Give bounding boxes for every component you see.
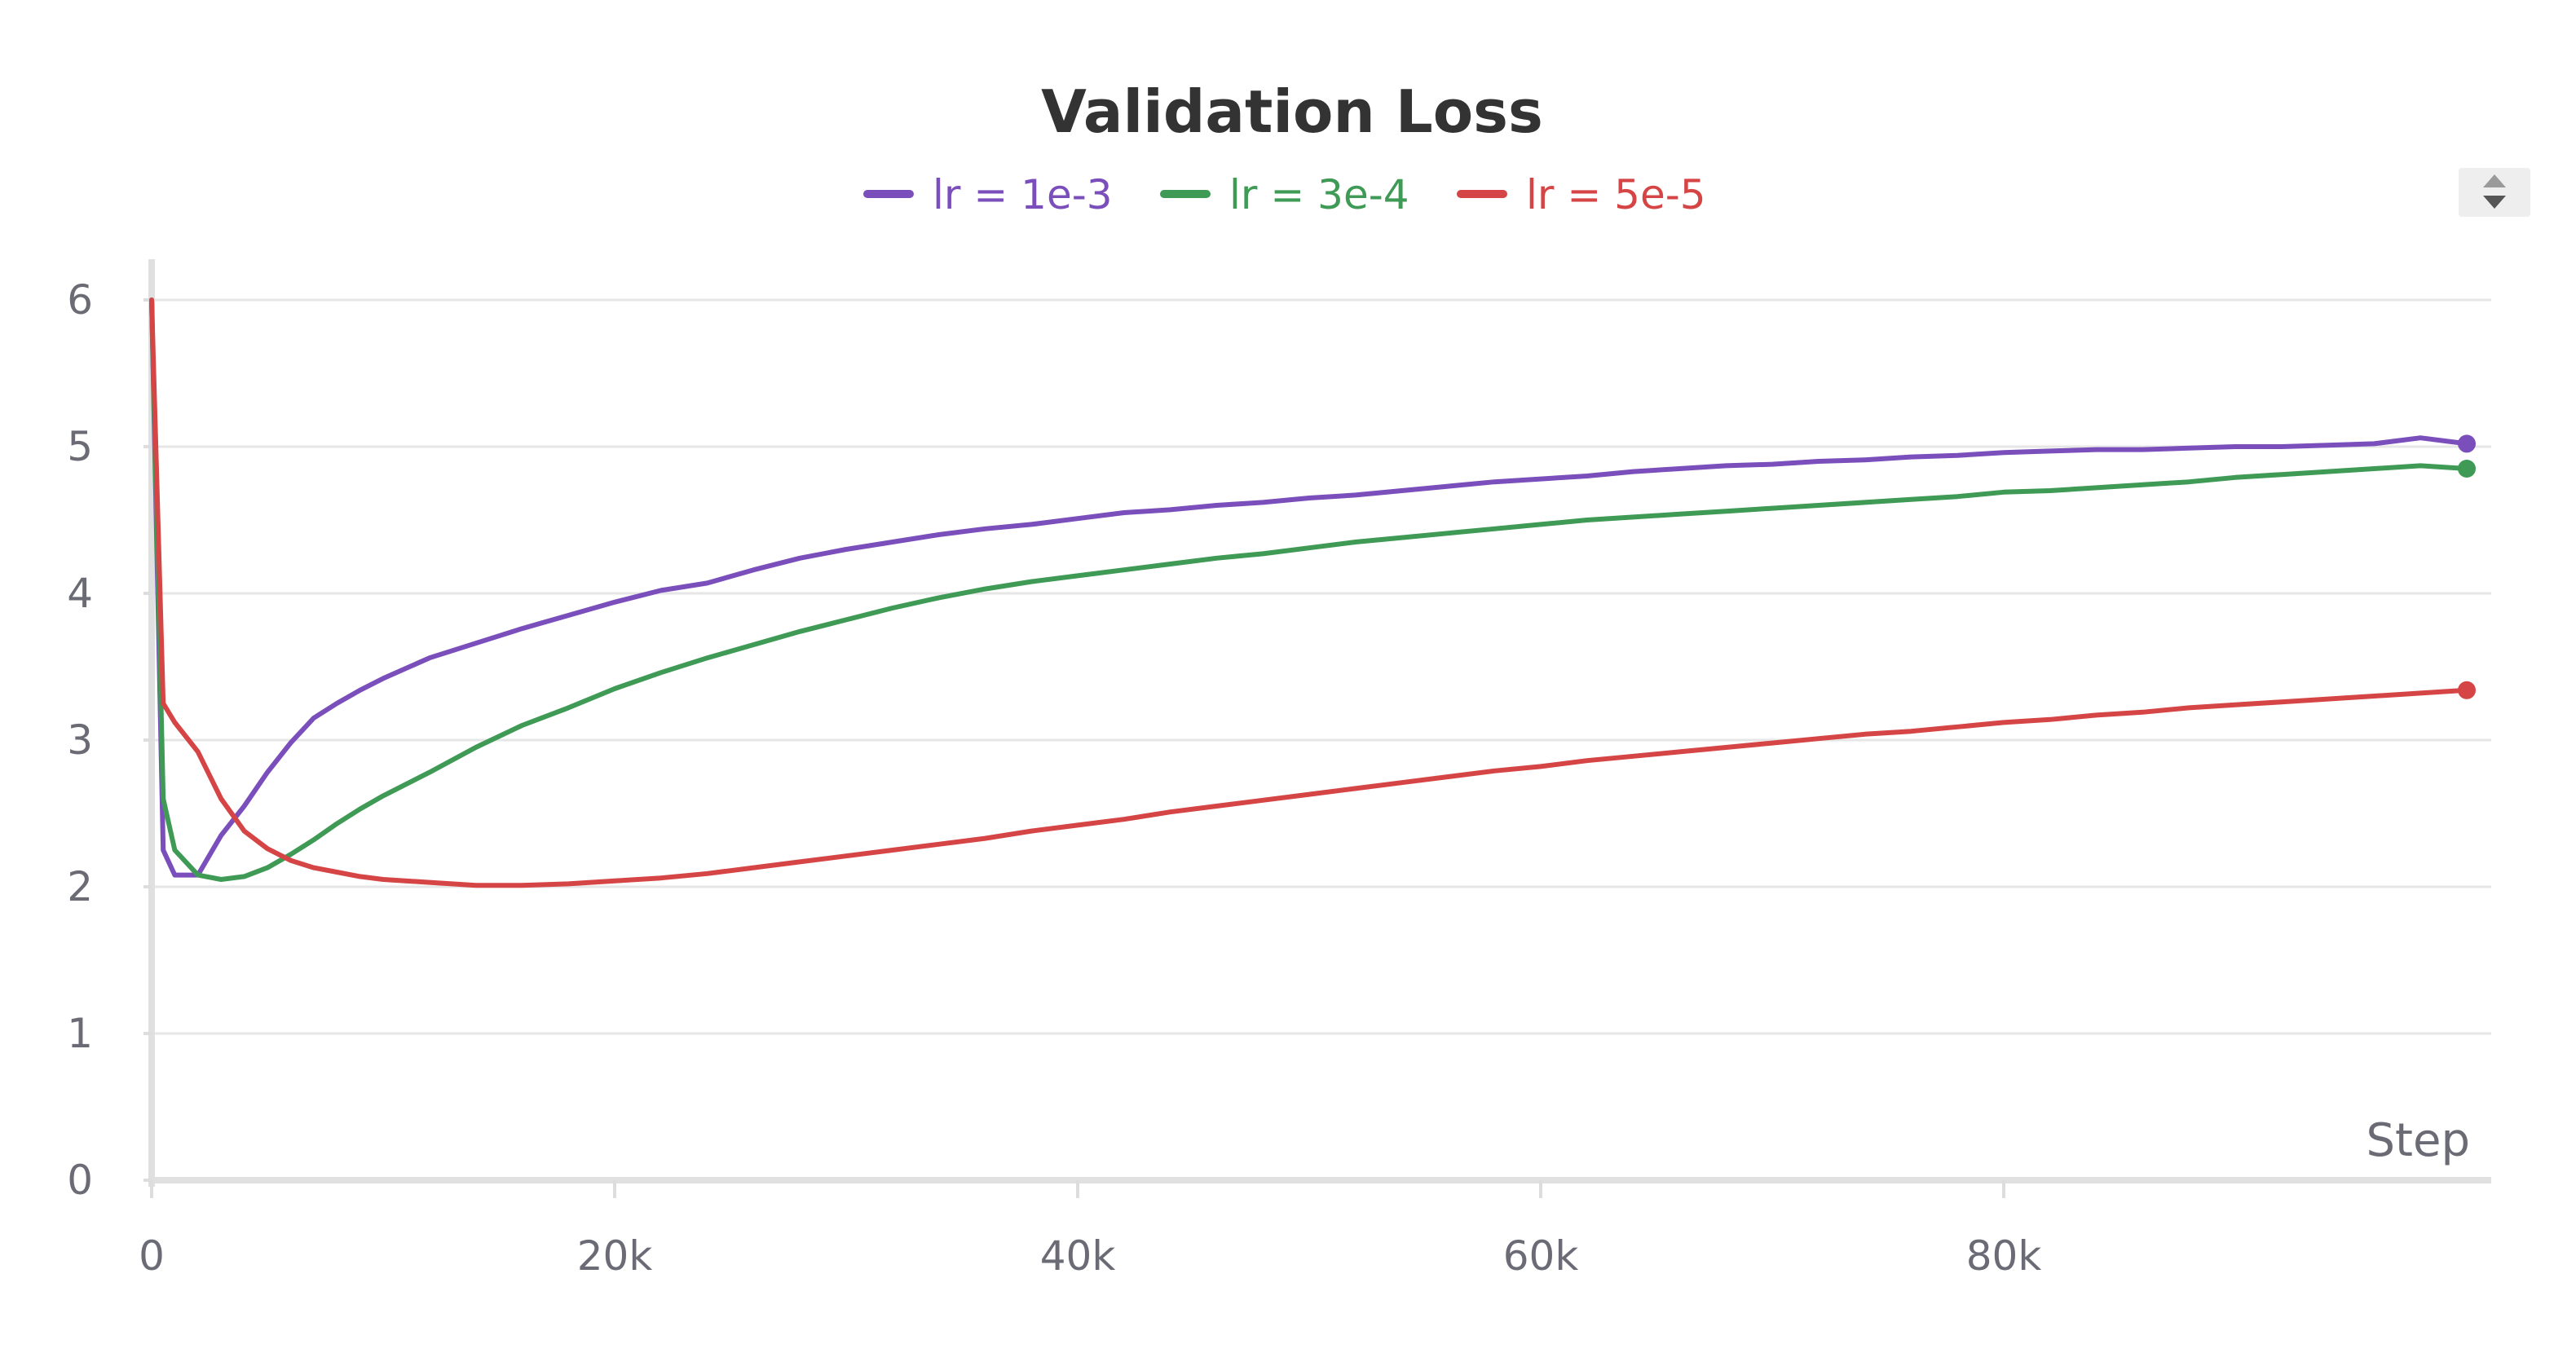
legend-item-1[interactable]: lr = 1e-3 [863, 171, 1113, 218]
y-tick-label-6: 6 [67, 276, 93, 324]
y-tick-label-3: 3 [67, 716, 93, 764]
legend-item-3[interactable]: lr = 5e-5 [1457, 171, 1706, 218]
chart-title: Validation Loss [1041, 77, 1543, 146]
series-line-2 [149, 297, 2469, 882]
legend-label-1: lr = 1e-3 [933, 171, 1113, 218]
up-down-arrows-icon [2483, 174, 2506, 209]
series-endpoint-1 [2458, 434, 2476, 453]
x-tick-label-20k: 20k [577, 1232, 653, 1280]
gridlines [152, 298, 2491, 1035]
y-tick-label-4: 4 [67, 570, 93, 617]
y-tick-label-0: 0 [67, 1157, 93, 1204]
x-tick-label-80k: 80k [1966, 1232, 2042, 1280]
legend[interactable]: lr = 1e-3 lr = 3e-4 lr = 5e-5 [863, 171, 1706, 218]
series-endpoints [2458, 434, 2476, 699]
legend-scroll-button[interactable] [2459, 168, 2530, 217]
series-line-3 [149, 297, 2469, 888]
legend-label-2: lr = 3e-4 [1229, 171, 1409, 218]
y-tick-label-5: 5 [67, 423, 93, 470]
series-endpoint-2 [2458, 460, 2476, 478]
y-tick-label-1: 1 [67, 1010, 93, 1057]
series-lines [149, 297, 2469, 888]
series-line-1 [149, 297, 2469, 878]
axes [148, 259, 2491, 1187]
y-axis-ticks: 0 1 2 3 4 5 6 [67, 276, 152, 1204]
x-axis-label: Step [2366, 1114, 2470, 1167]
legend-label-3: lr = 5e-5 [1526, 171, 1706, 218]
x-tick-label-60k: 60k [1503, 1232, 1579, 1280]
x-tick-label-0: 0 [139, 1232, 165, 1280]
series-endpoint-3 [2458, 681, 2476, 699]
y-tick-label-2: 2 [67, 863, 93, 910]
x-axis-ticks: 0 20k 40k 60k 80k [139, 1180, 2041, 1280]
legend-item-2[interactable]: lr = 3e-4 [1160, 171, 1409, 218]
x-tick-label-40k: 40k [1040, 1232, 1116, 1280]
